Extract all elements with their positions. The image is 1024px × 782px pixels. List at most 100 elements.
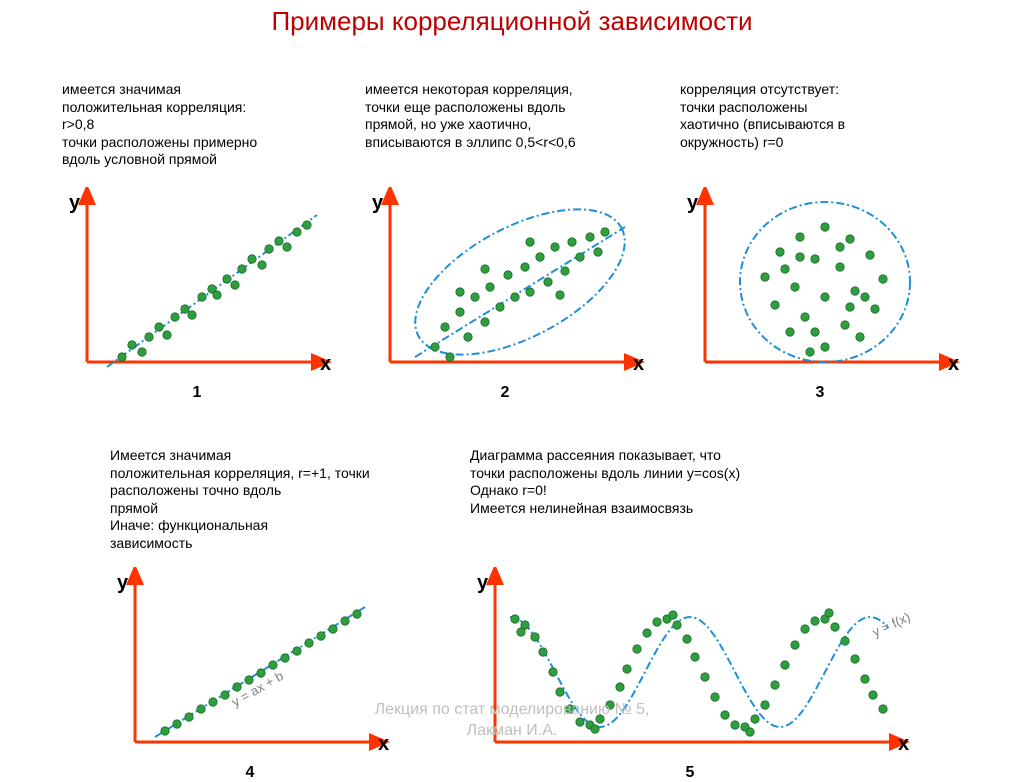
data-point xyxy=(568,238,576,246)
data-point xyxy=(118,353,126,361)
data-point xyxy=(258,261,266,269)
data-point xyxy=(456,288,464,296)
data-point xyxy=(556,688,564,696)
panel-desc: Имеется значимая положительная корреляци… xyxy=(110,447,410,552)
data-point xyxy=(776,248,784,256)
data-point xyxy=(213,291,221,299)
data-point xyxy=(303,221,311,229)
data-point xyxy=(861,675,869,683)
footer-line2: Лакман И.А. xyxy=(467,722,558,739)
scatter-chart: yx xyxy=(680,187,960,387)
data-point xyxy=(171,313,179,321)
data-point xyxy=(576,253,584,261)
data-point xyxy=(521,263,529,271)
panel-number: 3 xyxy=(680,384,960,402)
data-point xyxy=(145,333,153,341)
data-point xyxy=(511,615,519,623)
data-point xyxy=(504,271,512,279)
scatter-chart: yx xyxy=(365,187,645,387)
data-point xyxy=(531,633,539,641)
panel-5: Диаграмма рассеяния показывает, что точк… xyxy=(470,447,930,517)
data-point xyxy=(281,654,289,662)
y-axis-label: y xyxy=(687,192,699,214)
data-point xyxy=(669,611,677,619)
data-point xyxy=(275,237,283,245)
data-point xyxy=(861,293,869,301)
data-point xyxy=(223,275,231,283)
scatter-chart: yx xyxy=(62,187,332,387)
data-point xyxy=(496,303,504,311)
data-point xyxy=(594,248,602,256)
panel-desc: имеется некоторая корреляция, точки еще … xyxy=(365,81,665,151)
x-axis-label: x xyxy=(633,353,644,375)
data-point xyxy=(821,223,829,231)
data-point xyxy=(511,293,519,301)
y-axis-label: y xyxy=(477,572,489,594)
data-point xyxy=(481,265,489,273)
data-point xyxy=(811,255,819,263)
data-point xyxy=(691,653,699,661)
data-point xyxy=(556,291,564,299)
data-point xyxy=(869,691,877,699)
data-point xyxy=(536,253,544,261)
data-point xyxy=(811,617,819,625)
data-point xyxy=(481,318,489,326)
y-axis-label: y xyxy=(69,192,81,214)
data-point xyxy=(283,243,291,251)
panel-number: 1 xyxy=(62,384,332,402)
page-title: Примеры корреляционной зависимости xyxy=(0,0,1024,37)
data-point xyxy=(851,655,859,663)
data-point xyxy=(181,305,189,313)
data-point xyxy=(633,645,641,653)
trend-line xyxy=(415,227,625,357)
data-point xyxy=(653,618,661,626)
data-point xyxy=(821,293,829,301)
data-point xyxy=(786,328,794,336)
data-point xyxy=(341,617,349,625)
data-point xyxy=(138,348,146,356)
data-point xyxy=(781,661,789,669)
data-point xyxy=(539,648,547,656)
data-point xyxy=(871,305,879,313)
data-point xyxy=(701,673,709,681)
data-point xyxy=(163,331,171,339)
data-point xyxy=(551,243,559,251)
data-point xyxy=(526,288,534,296)
data-point xyxy=(265,245,273,253)
data-point xyxy=(856,333,864,341)
data-point xyxy=(446,353,454,361)
panel-desc: имеется значимая положительная корреляци… xyxy=(62,81,352,169)
data-point xyxy=(879,275,887,283)
data-point xyxy=(836,243,844,251)
panel-1: имеется значимая положительная корреляци… xyxy=(62,81,352,169)
data-point xyxy=(188,311,196,319)
data-point xyxy=(806,348,814,356)
data-point xyxy=(796,253,804,261)
data-point xyxy=(841,321,849,329)
data-point xyxy=(486,283,494,291)
data-point xyxy=(198,293,206,301)
panel-number: 2 xyxy=(365,384,645,402)
data-point xyxy=(561,267,569,275)
x-axis-label: x xyxy=(948,353,959,375)
data-point xyxy=(771,681,779,689)
data-point xyxy=(683,635,691,643)
data-point xyxy=(456,308,464,316)
data-point xyxy=(526,238,534,246)
x-axis-label: x xyxy=(320,353,331,375)
data-point xyxy=(128,341,136,349)
data-point xyxy=(549,668,557,676)
data-point xyxy=(791,641,799,649)
data-point xyxy=(471,293,479,301)
data-point xyxy=(248,255,256,263)
data-point xyxy=(796,233,804,241)
data-point xyxy=(431,343,439,351)
data-point xyxy=(601,228,609,236)
data-point xyxy=(305,639,313,647)
data-point xyxy=(846,303,854,311)
data-point xyxy=(851,287,859,295)
data-point xyxy=(616,683,624,691)
panel-3: корреляция отсутствует: точки расположен… xyxy=(680,81,980,151)
data-point xyxy=(293,647,301,655)
data-point xyxy=(517,628,525,636)
